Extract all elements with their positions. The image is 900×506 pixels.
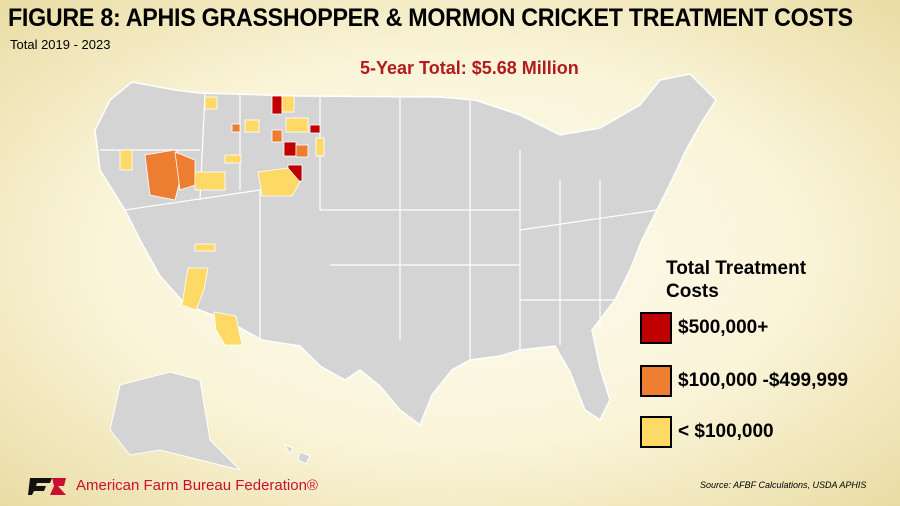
county <box>194 171 226 191</box>
legend-swatch <box>640 365 672 397</box>
legend-item: $100,000 -$499,999 <box>640 363 848 399</box>
county <box>119 149 133 171</box>
county <box>257 167 301 197</box>
county <box>281 95 295 113</box>
county <box>309 124 321 134</box>
county <box>224 154 242 164</box>
subtitle: Total 2019 - 2023 <box>10 37 111 52</box>
legend-swatch <box>640 416 672 448</box>
county <box>285 117 309 133</box>
legend-swatch <box>640 312 672 344</box>
county <box>315 137 325 157</box>
logo-text: American Farm Bureau Federation® <box>76 476 318 494</box>
county <box>194 243 216 252</box>
county <box>204 96 218 110</box>
us-map <box>94 73 717 427</box>
county <box>181 267 209 311</box>
county <box>231 123 241 133</box>
alaska <box>109 371 242 471</box>
logo: American Farm Bureau Federation® <box>28 474 318 496</box>
county <box>271 129 283 143</box>
county <box>283 141 297 157</box>
source: Source: AFBF Calculations, USDA APHIS <box>700 480 867 490</box>
legend-item: $500,000+ <box>640 310 768 346</box>
total: 5-Year Total: $5.68 Million <box>360 58 579 78</box>
legend-title: Total Treatment Costs <box>666 258 807 302</box>
legend-label: $500,000+ <box>678 317 769 338</box>
county-areas <box>119 95 325 346</box>
state-lines <box>100 92 658 360</box>
title: FIGURE 8: APHIS GRASSHOPPER & MORMON CRI… <box>8 4 853 32</box>
county <box>271 95 283 115</box>
logo-mark <box>28 478 66 495</box>
legend-item: < $100,000 <box>640 414 774 450</box>
county <box>213 311 243 346</box>
legend-label: < $100,000 <box>678 421 774 442</box>
county <box>244 119 260 133</box>
hawaii <box>283 444 311 465</box>
legend-label: $100,000 -$499,999 <box>678 370 849 391</box>
county <box>295 144 309 158</box>
